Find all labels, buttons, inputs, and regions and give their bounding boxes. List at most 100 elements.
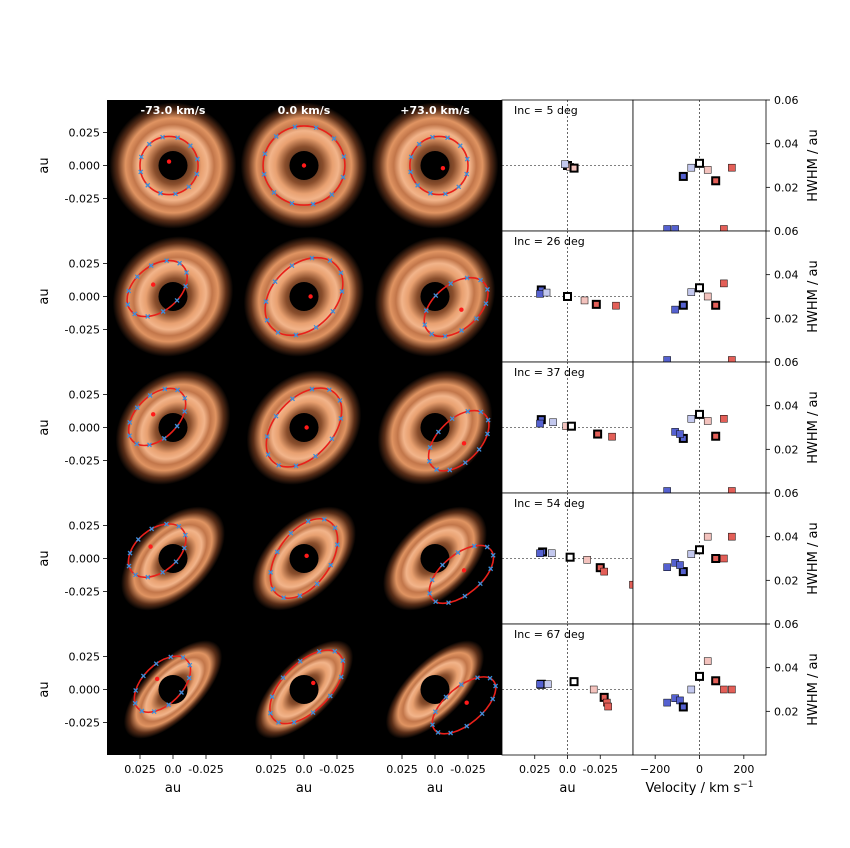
- fit-point: [449, 416, 455, 422]
- fit-point: [273, 133, 279, 139]
- fit-point: [164, 521, 169, 527]
- centroid-dot: [304, 425, 309, 430]
- fit-point: [433, 293, 439, 299]
- fit-point: [455, 550, 461, 556]
- fit-point: [151, 709, 157, 714]
- fit-point: [427, 445, 433, 450]
- fit-point: [479, 711, 485, 717]
- fit-point: [442, 191, 448, 197]
- central-shadow: [420, 412, 450, 443]
- offset-point: [600, 567, 608, 576]
- fit-point: [261, 171, 267, 177]
- fit-point: [272, 279, 278, 285]
- y-tick-label: 0.025: [69, 520, 101, 533]
- central-shadow: [289, 412, 319, 443]
- fit-point: [175, 387, 180, 393]
- x-axis-label: au: [427, 781, 443, 796]
- fit-point: [332, 525, 338, 531]
- hwhm-panel: 0.02 0.04 0.06 HWHM / au: [632, 94, 821, 233]
- fit-point: [448, 281, 454, 287]
- fit-point: [493, 683, 499, 689]
- hwhm-point: [676, 561, 684, 569]
- inclination-label: Inc = 5 deg: [514, 104, 578, 117]
- fit-point: [297, 658, 303, 664]
- fit-point: [265, 452, 271, 458]
- fit-point: [446, 600, 451, 606]
- fit-ellipse: [139, 135, 199, 196]
- fit-point: [127, 550, 133, 556]
- hwhm-point: [663, 698, 671, 707]
- fit-point: [477, 581, 483, 587]
- disk-panel: [377, 370, 493, 485]
- fit-point: [490, 552, 496, 558]
- fit-point: [478, 409, 484, 415]
- fit-point: [321, 516, 327, 522]
- x-tick-label: -0.025: [188, 763, 223, 776]
- fit-point: [127, 420, 133, 425]
- fit-point: [447, 467, 453, 473]
- inclination-label: Inc = 67 deg: [514, 628, 585, 641]
- centroid-dot: [459, 307, 464, 312]
- centroid-dot: [304, 553, 309, 559]
- fit-point: [488, 566, 494, 572]
- fit-point: [490, 696, 496, 702]
- fit-point: [464, 156, 470, 162]
- fit-point: [174, 297, 180, 303]
- fit-ellipse: [133, 655, 192, 714]
- hwhm-point: [711, 554, 721, 563]
- offset-point: [561, 160, 569, 168]
- offset-x-tick-label: 0.0: [559, 763, 577, 776]
- hwhm-point: [678, 300, 688, 310]
- y-tick-label: -0.025: [65, 455, 100, 468]
- fit-point: [408, 169, 414, 175]
- hwhm-point: [720, 554, 728, 563]
- fit-point: [173, 191, 178, 197]
- centroid-dot: [308, 294, 313, 299]
- fit-point: [288, 530, 294, 536]
- offset-panel: Inc = 67 deg: [501, 623, 634, 756]
- hwhm-panel: 0.02 0.04 0.06 HWHM / au: [632, 356, 821, 495]
- hwhm-point: [676, 430, 684, 438]
- fit-ellipse: [428, 544, 495, 605]
- fit-point: [440, 562, 445, 568]
- y-tick-label: 0.000: [69, 291, 101, 304]
- fit-point: [475, 675, 480, 681]
- hwhm-point: [678, 702, 688, 712]
- fit-point: [134, 405, 140, 411]
- offset-point: [536, 680, 544, 689]
- offset-point: [589, 685, 598, 694]
- offset-panel: Inc = 37 deg: [501, 361, 634, 494]
- hwhm-point: [720, 415, 728, 423]
- fit-point: [427, 190, 433, 196]
- hwhm-y-axis-label: HWHM / au: [806, 260, 821, 332]
- fit-point: [145, 313, 151, 319]
- fit-point: [327, 258, 333, 264]
- fit-point: [474, 316, 479, 322]
- y-axis-label: au: [37, 419, 52, 435]
- fit-point: [176, 523, 182, 529]
- offset-point: [580, 296, 589, 305]
- fit-point: [164, 258, 170, 264]
- fit-point: [179, 690, 184, 695]
- fit-point: [168, 654, 174, 660]
- x-tick-label: 0.025: [255, 763, 287, 776]
- fit-point: [435, 429, 441, 435]
- hwhm-point: [687, 550, 696, 558]
- fit-ellipse: [431, 676, 497, 735]
- fit-point: [145, 182, 151, 188]
- fit-point: [484, 286, 490, 292]
- central-shadow: [158, 150, 188, 181]
- fit-ellipse: [269, 649, 345, 725]
- fit-point: [147, 442, 152, 448]
- fit-point: [160, 309, 166, 314]
- image-grid: [107, 100, 502, 755]
- disk-panel: [243, 236, 365, 357]
- fit-point: [426, 458, 432, 464]
- fit-point: [340, 174, 346, 180]
- x-tick-label: 0.0: [426, 763, 444, 776]
- fit-point: [457, 143, 463, 149]
- central-shadow: [289, 281, 319, 312]
- fit-point: [133, 572, 138, 578]
- y-tick-label: -0.025: [65, 586, 100, 599]
- fit-point: [427, 590, 433, 596]
